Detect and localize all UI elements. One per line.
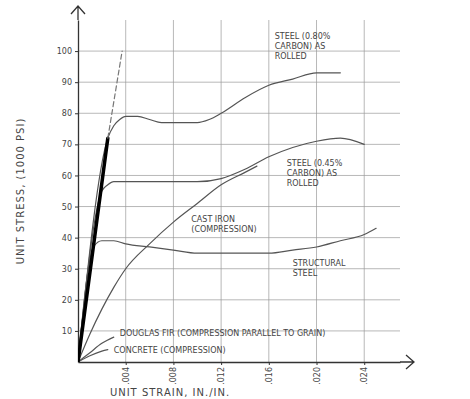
y-axis: 10 20 30 40 50 60 70 80 90 100: [57, 21, 79, 363]
tick: .012: [217, 362, 226, 385]
curve-label: STRUCTURALSTEEL: [293, 259, 346, 278]
grid-line: [78, 51, 400, 52]
tick-label: .020: [313, 367, 322, 385]
curve-label-line: CONCRETE (COMPRESSION): [114, 346, 226, 355]
tick-label: 50: [62, 203, 72, 212]
tick: .020: [313, 362, 322, 385]
curve-label-line: STEEL (0.45%: [287, 159, 343, 168]
curve-label: STEEL (0.45%CARBON) ASROLLED: [287, 159, 343, 188]
grid: [78, 20, 400, 362]
curve-label-line: CARBON) AS: [287, 169, 337, 178]
tick: 40: [62, 234, 78, 243]
curve-label: CAST IRON(COMPRESSION): [191, 215, 256, 234]
tick: 80: [62, 109, 78, 118]
tick-mark: [75, 207, 78, 208]
tick-label: .004: [122, 367, 131, 385]
tick: 100: [57, 47, 78, 56]
y-axis-title: UNIT STRESS, (1000 PSI): [15, 118, 26, 265]
tick: 20: [62, 296, 78, 305]
grid-line: [78, 299, 400, 300]
tick: 30: [62, 265, 78, 274]
curve-label-line: STEEL: [293, 269, 318, 278]
x-axis: .004 .008 .012 .016 .020 .024: [79, 362, 401, 385]
tick-mark: [75, 269, 78, 270]
tick-mark: [173, 362, 174, 365]
grid-line: [78, 82, 400, 83]
tick-label: .016: [265, 367, 274, 385]
tick-mark: [269, 362, 270, 365]
curve-label-line: STEEL (0.80%: [275, 32, 331, 41]
curve-label-line: (COMPRESSION): [191, 225, 256, 234]
tick-label: 70: [62, 140, 72, 149]
grid-line: [173, 20, 174, 362]
series-line: [78, 350, 108, 362]
tick-mark: [126, 362, 127, 365]
tick-mark: [75, 144, 78, 145]
curve-label-line: ROLLED: [287, 179, 319, 188]
tick: .016: [265, 362, 274, 385]
grid-line: [316, 20, 317, 362]
tick-mark: [317, 362, 318, 365]
axis-line: [78, 21, 79, 363]
tick-label: 40: [62, 234, 72, 243]
grid-line: [78, 113, 400, 114]
tick-mark: [75, 51, 78, 52]
curve-label: DOUGLAS FIR (COMPRESSION PARALLEL TO GRA…: [120, 329, 326, 338]
tick: .004: [122, 362, 131, 385]
tick: 50: [62, 203, 78, 212]
tick: 60: [62, 172, 78, 181]
axis-arrows: [71, 6, 414, 369]
curve-label-line: STRUCTURAL: [293, 259, 346, 268]
series-line: [78, 138, 364, 362]
x-arrow: [400, 355, 414, 369]
tick-label: 100: [57, 47, 72, 56]
grid-line: [268, 20, 269, 362]
tick-mark: [75, 331, 78, 332]
tick-mark: [75, 113, 78, 114]
tick-label: .024: [360, 367, 369, 385]
curve-label: STEEL (0.80%CARBON) ASROLLED: [275, 32, 331, 61]
tick-mark: [221, 362, 222, 365]
tick-mark: [75, 300, 78, 301]
series-line: [78, 138, 108, 362]
tick-label: .008: [169, 367, 178, 385]
series-line: [78, 337, 114, 362]
tick: 70: [62, 140, 78, 149]
grid-line: [364, 20, 365, 362]
grid-line: [78, 144, 400, 145]
tick-label: 90: [62, 78, 72, 87]
grid-line: [221, 20, 222, 362]
tick-mark: [75, 238, 78, 239]
x-axis-title: UNIT STRAIN, IN./IN.: [110, 387, 230, 398]
tick: 90: [62, 78, 78, 87]
tick-label: 60: [62, 172, 72, 181]
y-arrow: [71, 6, 85, 20]
curve-label: CONCRETE (COMPRESSION): [114, 346, 226, 355]
grid-line: [78, 206, 400, 207]
series-line: [108, 51, 122, 138]
tick-mark: [364, 362, 365, 365]
axis-line: [79, 362, 401, 363]
curve-label-line: ROLLED: [275, 52, 307, 61]
series-line: [78, 228, 376, 362]
tick-label: 30: [62, 265, 72, 274]
tick-mark: [75, 175, 78, 176]
curve-labels: STEEL (0.80%CARBON) ASROLLEDSTEEL (0.45%…: [114, 32, 346, 355]
tick: .024: [360, 362, 369, 385]
tick-label: 10: [62, 327, 72, 336]
curve-label-line: CAST IRON: [191, 215, 235, 224]
series-line: [78, 73, 340, 362]
tick-mark: [75, 82, 78, 83]
grid-line: [125, 20, 126, 362]
tick-label: .012: [217, 367, 226, 385]
chart: .004 .008 .012 .016 .020 .024 10 20 30 40 50 60 70 80…: [0, 0, 470, 399]
curve-label-line: DOUGLAS FIR (COMPRESSION PARALLEL TO GRA…: [120, 329, 326, 338]
curve-label-line: CARBON) AS: [275, 42, 325, 51]
tick-label: 20: [62, 296, 72, 305]
plot-area: [78, 51, 376, 362]
tick: .008: [169, 362, 178, 385]
tick: 10: [62, 327, 78, 336]
tick-label: 80: [62, 109, 72, 118]
